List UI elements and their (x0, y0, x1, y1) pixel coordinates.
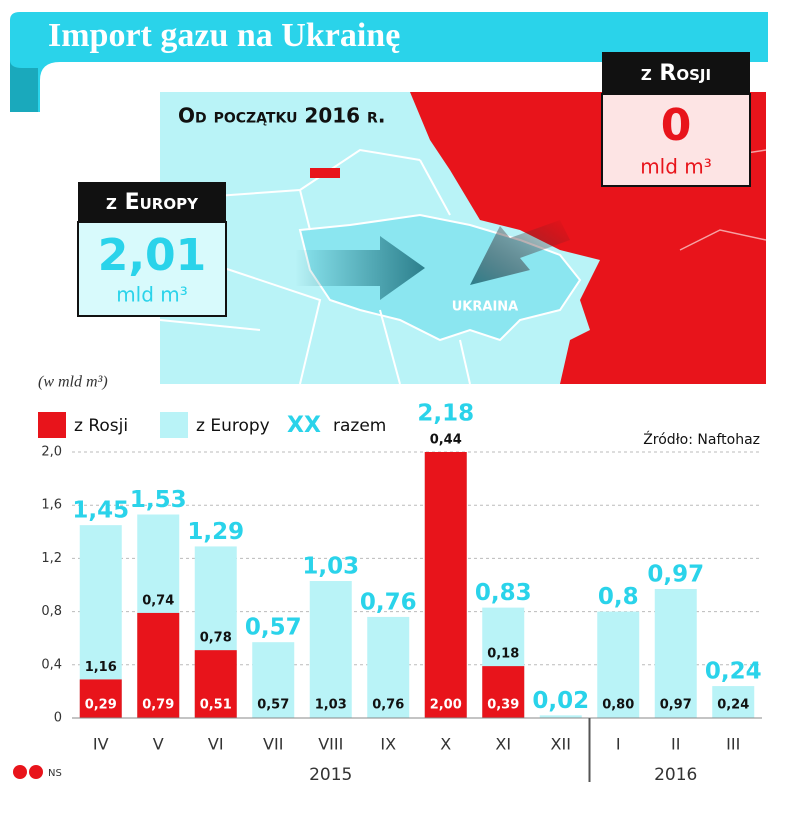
x-tick-label: VI (208, 735, 224, 754)
bar-total (712, 686, 755, 718)
callout-unit: mld m³ (116, 283, 188, 307)
callout-unit: mld m³ (640, 155, 712, 179)
bar-total (654, 588, 697, 718)
callout-value: 2,01 (98, 230, 207, 281)
total-label: 1,45 (72, 498, 129, 524)
total-label: 0,83 (475, 580, 532, 606)
legend-label: z Europy (196, 416, 270, 436)
total-label: 1,53 (130, 487, 187, 513)
russia-label: 0,79 (142, 698, 174, 713)
total-label: 1,03 (302, 554, 359, 580)
bar-total (539, 715, 582, 718)
europe-label: 0,97 (660, 698, 692, 713)
total-label: 0,97 (647, 561, 704, 587)
y-tick-label: 0,4 (41, 657, 62, 672)
europe-label: 1,03 (315, 698, 347, 713)
x-tick-label: IX (380, 735, 396, 754)
legend-label: razem (333, 416, 386, 436)
x-tick-label: II (671, 735, 680, 754)
bar-russia (137, 612, 180, 718)
x-tick-label: VIII (318, 735, 343, 754)
y-tick-label: 0,8 (41, 604, 62, 619)
x-tick-label: X (440, 735, 451, 754)
bar-russia (482, 666, 525, 718)
callout-europe (77, 182, 227, 317)
credit: NS (48, 768, 62, 779)
x-tick-label: XII (551, 735, 571, 754)
callout-label: z Europy (106, 190, 199, 215)
callout-russia (601, 52, 751, 187)
y-tick-label: 1,2 (41, 551, 62, 566)
total-label: 0,76 (360, 589, 417, 615)
europe-label: 0,18 (487, 647, 519, 662)
total-label: 2,18 (417, 401, 474, 427)
y-tick-label: 1,6 (41, 498, 62, 513)
total-label: 0,8 (598, 584, 639, 610)
europe-label: 0,76 (372, 698, 404, 713)
x-tick-label: V (153, 735, 164, 754)
bar-total (252, 642, 295, 718)
bar-total (597, 611, 640, 718)
banner (10, 12, 768, 112)
x-tick-label: I (616, 735, 621, 754)
russia-label: 2,00 (430, 698, 462, 713)
bar-russia (424, 452, 467, 718)
russia-label: 0,51 (200, 698, 232, 713)
legend-symbol: XX (287, 413, 321, 438)
bar-total (367, 616, 410, 718)
y-tick-label: 2,0 (41, 445, 62, 460)
legend-swatch (38, 412, 66, 438)
country-label: UKRAINA (452, 300, 518, 315)
europe-label: 0,57 (257, 698, 289, 713)
callout-value: 0 (661, 100, 692, 151)
total-label: 0,02 (532, 688, 589, 714)
bar-total (309, 581, 352, 718)
bar-russia (194, 650, 237, 718)
russia-label: 0,39 (487, 698, 519, 713)
bar-russia (79, 679, 122, 718)
russia-label: 0,29 (85, 698, 117, 713)
x-tick-label: VII (263, 735, 283, 754)
x-tick-label: III (726, 735, 740, 754)
europe-label: 0,78 (200, 631, 232, 646)
legend-swatch (160, 412, 188, 438)
europe-label: 0,80 (602, 698, 634, 713)
europe-label: 0,24 (717, 698, 749, 713)
europe-label: 0,74 (142, 593, 174, 608)
total-label: 0,57 (245, 615, 302, 641)
x-tick-label: XI (495, 735, 511, 754)
unit-label: (w mld m³) (38, 374, 108, 391)
total-label: 1,29 (187, 519, 244, 545)
x-tick-label: IV (93, 735, 109, 754)
plot-area (79, 452, 755, 718)
total-label: 0,24 (705, 659, 762, 685)
map-period: Od początku 2016 r. (178, 104, 385, 128)
callout-label: z Rosji (641, 61, 711, 86)
legend-label: z Rosji (74, 416, 128, 436)
year-label: 2016 (654, 765, 697, 785)
y-tick-label: 0 (54, 711, 62, 726)
credit-icons (13, 765, 43, 779)
year-label: 2015 (309, 765, 352, 785)
europe-label: 1,16 (85, 660, 117, 675)
europe-label: 0,44 (430, 433, 462, 448)
source: Źródło: Naftohaz (643, 430, 760, 448)
title: Import gazu na Ukrainę (48, 17, 400, 54)
